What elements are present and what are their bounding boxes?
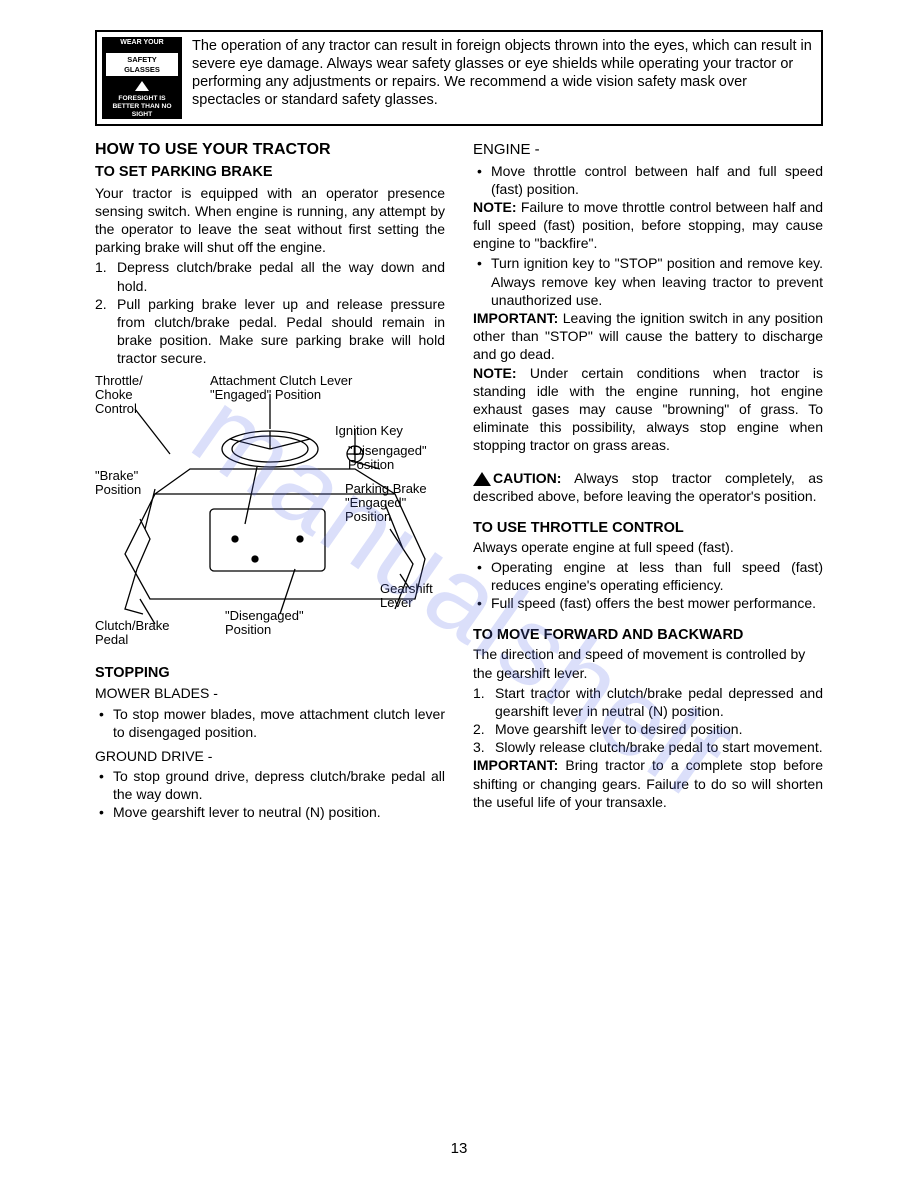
move-steps: 1.Start tractor with clutch/brake pedal … [473, 684, 823, 757]
move-step-2: 2.Move gearshift lever to desired positi… [473, 720, 823, 738]
caution-triangle-icon [473, 472, 491, 486]
engine-item-2: Turn ignition key to "STOP" position and… [473, 254, 823, 309]
mower-blade-item: To stop mower blades, move attachment cl… [95, 705, 445, 741]
throttle-control-heading: TO USE THROTTLE CONTROL [473, 519, 823, 538]
left-column: HOW TO USE YOUR TRACTOR TO SET PARKING B… [95, 140, 445, 822]
label-brake-position: "Brake" Position [95, 469, 141, 498]
stopping-heading: STOPPING [95, 664, 445, 683]
label-throttle: Throttle/ Choke Control [95, 374, 143, 417]
label-ignition: Ignition Key [335, 424, 403, 438]
ground-drive-item-1: To stop ground drive, depress clutch/bra… [95, 767, 445, 803]
throttle-item-1: Operating engine at less than full speed… [473, 558, 823, 594]
badge-mid-text: SAFETY GLASSES [106, 53, 178, 77]
engine-heading: ENGINE - [473, 140, 823, 160]
label-attachment: Attachment Clutch Lever "Engaged" Positi… [210, 374, 352, 403]
badge-bottom-text: FORESIGHT IS BETTER THAN NO SIGHT [106, 95, 178, 118]
safety-badge: WEAR YOUR SAFETY GLASSES FORESIGHT IS BE… [102, 37, 182, 119]
step-1-text: Depress clutch/brake pedal all the way d… [117, 259, 445, 293]
mower-blades-heading: MOWER BLADES - [95, 684, 445, 702]
content-columns: HOW TO USE YOUR TRACTOR TO SET PARKING B… [95, 140, 823, 822]
mower-blades-list: To stop mower blades, move attachment cl… [95, 705, 445, 741]
label-disengaged-top: "Disengaged" Position [348, 444, 427, 473]
step-2: 2.Pull parking brake lever up and releas… [95, 295, 445, 368]
move-intro: The direction and speed of movement is c… [473, 645, 823, 681]
badge-top-text: WEAR YOUR [120, 38, 163, 47]
throttle-list: Operating engine at less than full speed… [473, 558, 823, 613]
move-forward-heading: TO MOVE FORWARD AND BACKWARD [473, 626, 823, 645]
important-1: IMPORTANT: Leaving the ignition switch i… [473, 309, 823, 364]
important-2: IMPORTANT: Bring tractor to a complete s… [473, 756, 823, 811]
engine-item-1: Move throttle control between half and f… [473, 162, 823, 198]
label-clutch-pedal: Clutch/Brake Pedal [95, 619, 169, 648]
step-2-text: Pull parking brake lever up and release … [117, 296, 445, 367]
right-column: ENGINE - Move throttle control between h… [473, 140, 823, 822]
move-step-1: 1.Start tractor with clutch/brake pedal … [473, 684, 823, 720]
ground-drive-heading: GROUND DRIVE - [95, 747, 445, 765]
note-2: NOTE: Under certain conditions when trac… [473, 364, 823, 455]
throttle-intro: Always operate engine at full speed (fas… [473, 538, 823, 556]
parking-brake-steps: 1.Depress clutch/brake pedal all the way… [95, 258, 445, 367]
note-1: NOTE: Failure to move throttle control b… [473, 198, 823, 253]
label-parking-brake: Parking Brake "Engaged" Position [345, 482, 427, 525]
throttle-item-2: Full speed (fast) offers the best mower … [473, 594, 823, 612]
parking-brake-intro: Your tractor is equipped with an operato… [95, 184, 445, 257]
move-step-3: 3.Slowly release clutch/brake pedal to s… [473, 738, 823, 756]
step-1: 1.Depress clutch/brake pedal all the way… [95, 258, 445, 294]
caution-paragraph: CAUTION: Always stop tractor completely,… [473, 469, 823, 505]
tractor-diagram: Throttle/ Choke Control Attachment Clutc… [95, 374, 445, 654]
warning-text: The operation of any tractor can result … [192, 37, 816, 110]
ground-drive-list: To stop ground drive, depress clutch/bra… [95, 767, 445, 822]
how-to-use-heading: HOW TO USE YOUR TRACTOR [95, 140, 445, 161]
label-gearshift: Gearshift Lever [380, 582, 433, 611]
page-number: 13 [0, 1139, 918, 1159]
engine-list-2: Turn ignition key to "STOP" position and… [473, 254, 823, 309]
ground-drive-item-2: Move gearshift lever to neutral (N) posi… [95, 803, 445, 821]
label-disengaged-bottom: "Disengaged" Position [225, 609, 304, 638]
warning-triangle-icon [135, 81, 149, 91]
safety-warning-box: WEAR YOUR SAFETY GLASSES FORESIGHT IS BE… [95, 30, 823, 126]
engine-list-1: Move throttle control between half and f… [473, 162, 823, 198]
parking-brake-heading: TO SET PARKING BRAKE [95, 163, 445, 182]
